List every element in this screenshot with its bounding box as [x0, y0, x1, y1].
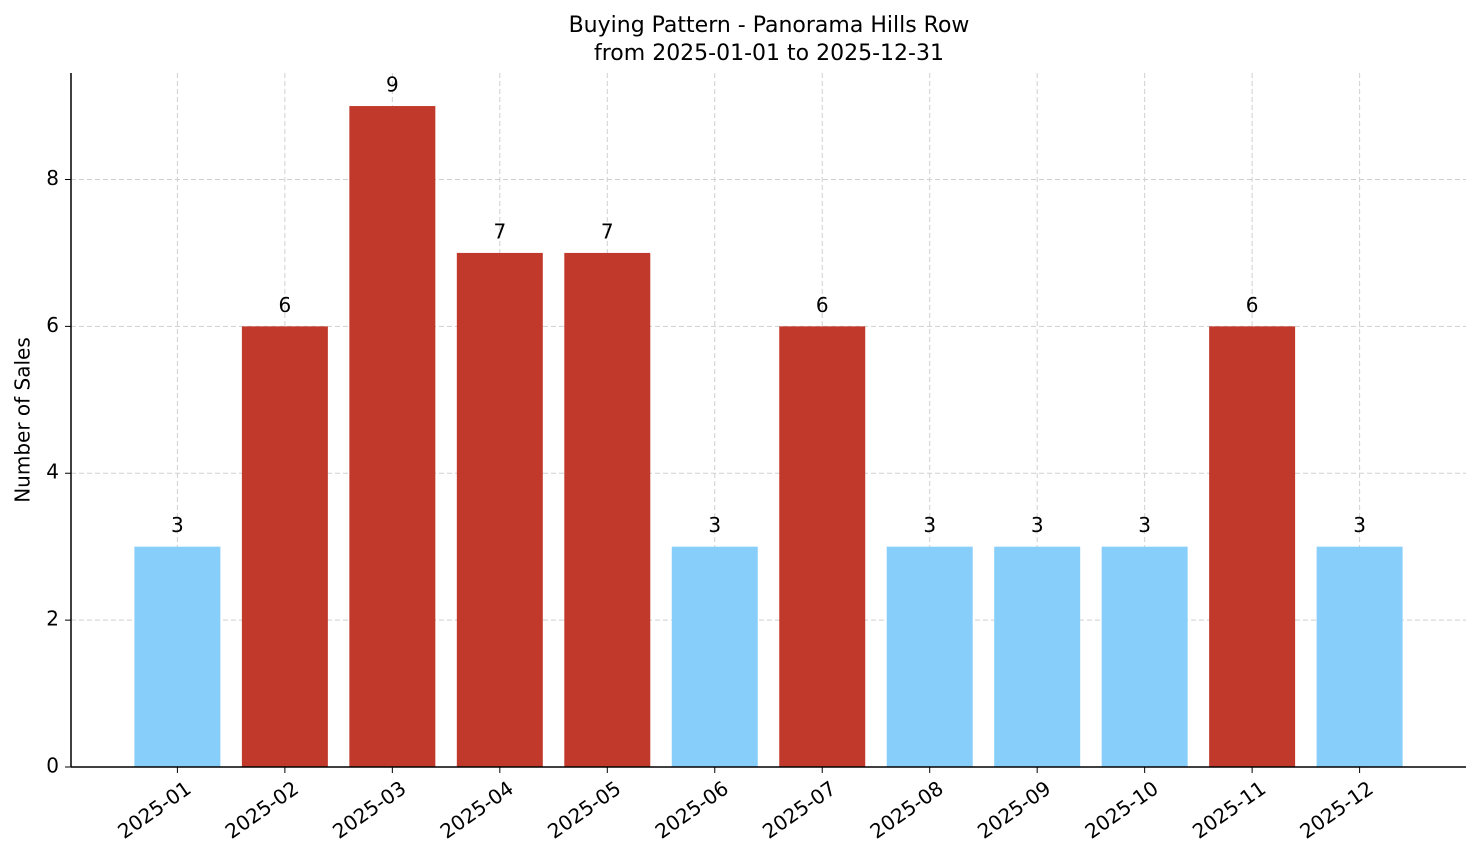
- value-label: 6: [1246, 293, 1259, 317]
- bar: [886, 546, 973, 767]
- value-label: 3: [708, 513, 721, 537]
- bar: [134, 546, 221, 767]
- value-label: 7: [601, 219, 614, 243]
- chart-subtitle: from 2025-01-01 to 2025-12-31: [594, 41, 944, 66]
- value-label: 3: [923, 513, 936, 537]
- y-tick-label: 8: [46, 166, 59, 190]
- chart-title: Buying Pattern - Panorama Hills Row: [569, 13, 970, 38]
- y-tick-label: 6: [46, 313, 59, 337]
- bar: [1209, 326, 1296, 767]
- bar: [564, 252, 651, 768]
- value-label: 3: [1353, 513, 1366, 537]
- bar: [994, 546, 1081, 767]
- bar: [1101, 546, 1188, 767]
- y-axis-label: Number of Sales: [11, 337, 35, 503]
- value-label: 7: [493, 219, 506, 243]
- bar: [456, 252, 543, 768]
- value-label: 3: [171, 513, 184, 537]
- bar: [1316, 546, 1403, 767]
- y-tick-label: 0: [46, 754, 59, 778]
- bar: [671, 546, 758, 767]
- bar: [349, 106, 436, 768]
- y-tick-label: 2: [46, 607, 59, 631]
- value-label: 6: [279, 293, 292, 317]
- value-label: 9: [386, 73, 399, 97]
- value-label: 3: [1138, 513, 1151, 537]
- value-label: 6: [816, 293, 829, 317]
- marks: [134, 106, 1403, 768]
- bar: [241, 326, 328, 767]
- value-label: 3: [1031, 513, 1044, 537]
- bar: [779, 326, 866, 767]
- y-tick-label: 4: [46, 460, 59, 484]
